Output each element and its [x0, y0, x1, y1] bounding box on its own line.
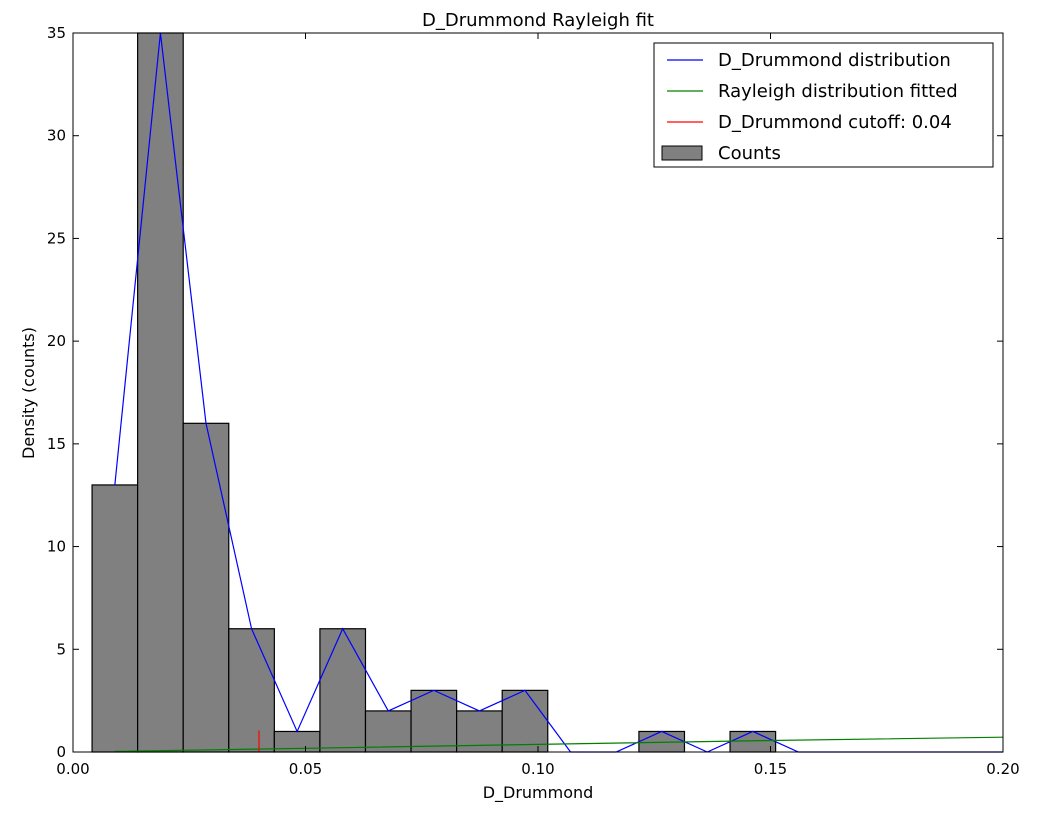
rayleigh-distribution-fitted-line	[114, 736, 1004, 752]
histogram-bar	[137, 32, 184, 753]
legend-swatch-counts	[661, 145, 703, 161]
histogram-bar	[501, 689, 549, 753]
x-tick-label: 0.10	[521, 760, 554, 778]
x-axis-label: D_Drummond	[483, 783, 594, 803]
histogram-bar	[319, 628, 367, 753]
x-tick-label: 0.20	[986, 760, 1019, 778]
y-tick-label: 20	[47, 332, 66, 350]
histogram-bar	[91, 484, 139, 753]
histogram-bar	[182, 422, 230, 753]
legend-label: D_Drummond cutoff: 0.04	[718, 112, 952, 133]
y-tick-label: 15	[47, 435, 66, 453]
legend-label: Rayleigh distribution fitted	[718, 81, 958, 102]
legend-label: D_Drummond distribution	[718, 50, 951, 71]
histogram-bar	[729, 730, 777, 753]
histogram-bar	[410, 689, 458, 753]
y-axis-label: Density (counts)	[19, 327, 38, 459]
x-tick-label: 0.05	[289, 760, 322, 778]
x-tick-label: 0.00	[56, 760, 89, 778]
y-tick-label: 30	[47, 127, 66, 145]
chart-title: D_Drummond Rayleigh fit	[422, 10, 654, 31]
y-tick-label: 25	[47, 229, 66, 247]
legend-label: Counts	[718, 143, 781, 164]
y-tick-label: 35	[47, 24, 66, 42]
y-tick-label: 5	[56, 640, 66, 658]
legend: D_Drummond distribution Rayleigh distribu…	[653, 42, 994, 168]
legend-box	[653, 42, 994, 168]
x-tick-label: 0.15	[754, 760, 787, 778]
d-drummond-distribution-line	[114, 32, 1003, 753]
y-tick-label: 0	[56, 743, 66, 761]
y-tick-label: 10	[47, 538, 66, 556]
histogram-bar	[228, 628, 275, 753]
histogram-bar	[364, 710, 412, 753]
